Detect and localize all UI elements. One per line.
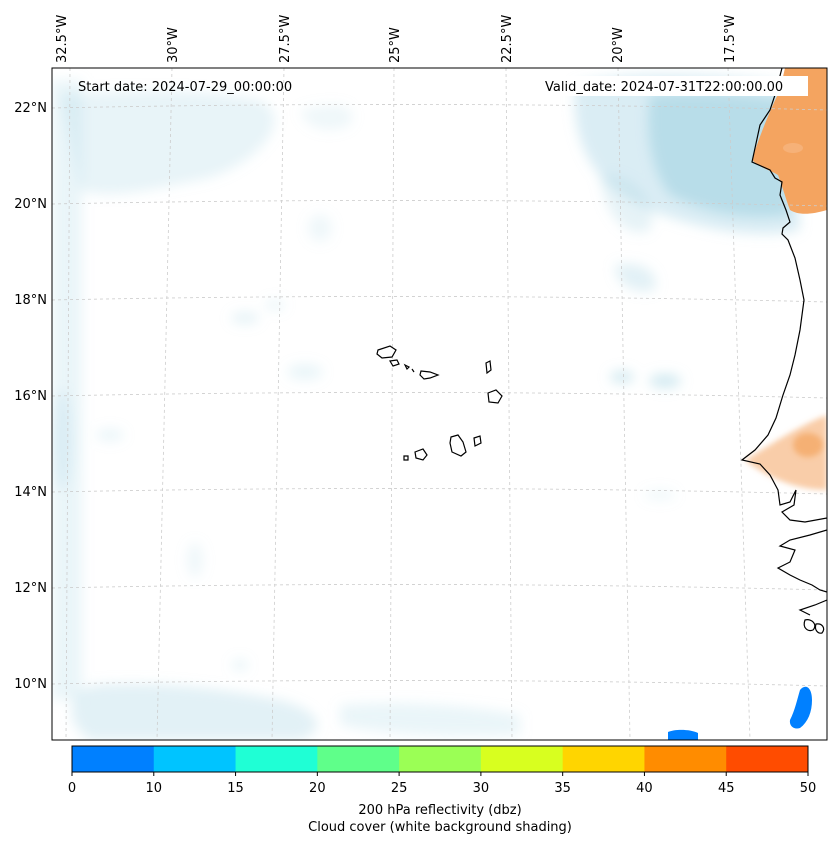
colorbar-ticks: 0 10 15 20 25 30 35 40 45 50 (68, 772, 816, 796)
colorbar-segment (480, 746, 564, 772)
colorbar-segment (399, 746, 482, 772)
colorbar-tick-label: 40 (636, 781, 653, 796)
colorbar-tick-label: 35 (554, 781, 571, 796)
colorbar: 0 10 15 20 25 30 35 40 45 50 200 hPa reflectivity… (68, 745, 816, 835)
coastline (740, 68, 827, 634)
valid-date-box (540, 76, 808, 96)
colorbar-segment (726, 746, 809, 772)
colorbar-segments (72, 746, 809, 772)
colorbar-tick-label: 20 (309, 781, 326, 796)
colorbar-segment (72, 746, 155, 772)
colorbar-tick-label: 50 (800, 781, 817, 796)
colorbar-tick-label: 15 (227, 781, 244, 796)
colorbar-tick-label: 45 (718, 781, 735, 796)
lon-label: 17.5°W (723, 15, 738, 63)
lon-label: 22.5°W (500, 15, 515, 63)
lat-label: 22°N (14, 101, 47, 116)
colorbar-tick-label: 30 (473, 781, 490, 796)
lon-label: 32.5°W (55, 15, 70, 63)
graticule-grid (52, 68, 827, 740)
lon-label: 25°W (388, 27, 403, 63)
colorbar-label-line1: 200 hPa reflectivity (dbz) (358, 803, 521, 818)
start-date-label: Start date: 2024-07-29_00:00:00 (78, 80, 292, 95)
colorbar-segment (153, 746, 237, 772)
lat-label: 20°N (14, 197, 47, 212)
cloud-cover-shading (52, 74, 800, 740)
colorbar-tick-label: 0 (68, 781, 76, 796)
colorbar-segment (235, 746, 318, 772)
lat-label: 14°N (14, 485, 47, 500)
colorbar-segment (562, 746, 645, 772)
latitude-labels: 22°N 20°N 18°N 16°N 14°N 12°N 10°N (14, 101, 47, 692)
colorbar-segment (317, 746, 400, 772)
colorbar-tick-label: 10 (146, 781, 163, 796)
lon-label: 20°W (611, 27, 626, 63)
lat-label: 16°N (14, 389, 47, 404)
longitude-labels: 32.5°W 30°W 27.5°W 25°W 22.5°W 20°W 17.5… (55, 15, 738, 63)
reflectivity-shading-orange (745, 68, 827, 490)
colorbar-segment (644, 746, 727, 772)
lat-label: 18°N (14, 293, 47, 308)
cabo-verde-islands (376, 345, 503, 461)
lat-label: 12°N (14, 581, 47, 596)
colorbar-label-line2: Cloud cover (white background shading) (308, 820, 572, 835)
colorbar-border (71, 745, 809, 773)
lat-label: 10°N (14, 677, 47, 692)
map-frame (51, 67, 828, 741)
colorbar-tick-label: 25 (391, 781, 408, 796)
lon-label: 30°W (166, 27, 181, 63)
valid-date-label: Valid_date: 2024-07-31T22:00:00.00 (545, 80, 783, 95)
reflectivity-shading-blue (668, 686, 812, 740)
lon-label: 27.5°W (278, 15, 293, 63)
